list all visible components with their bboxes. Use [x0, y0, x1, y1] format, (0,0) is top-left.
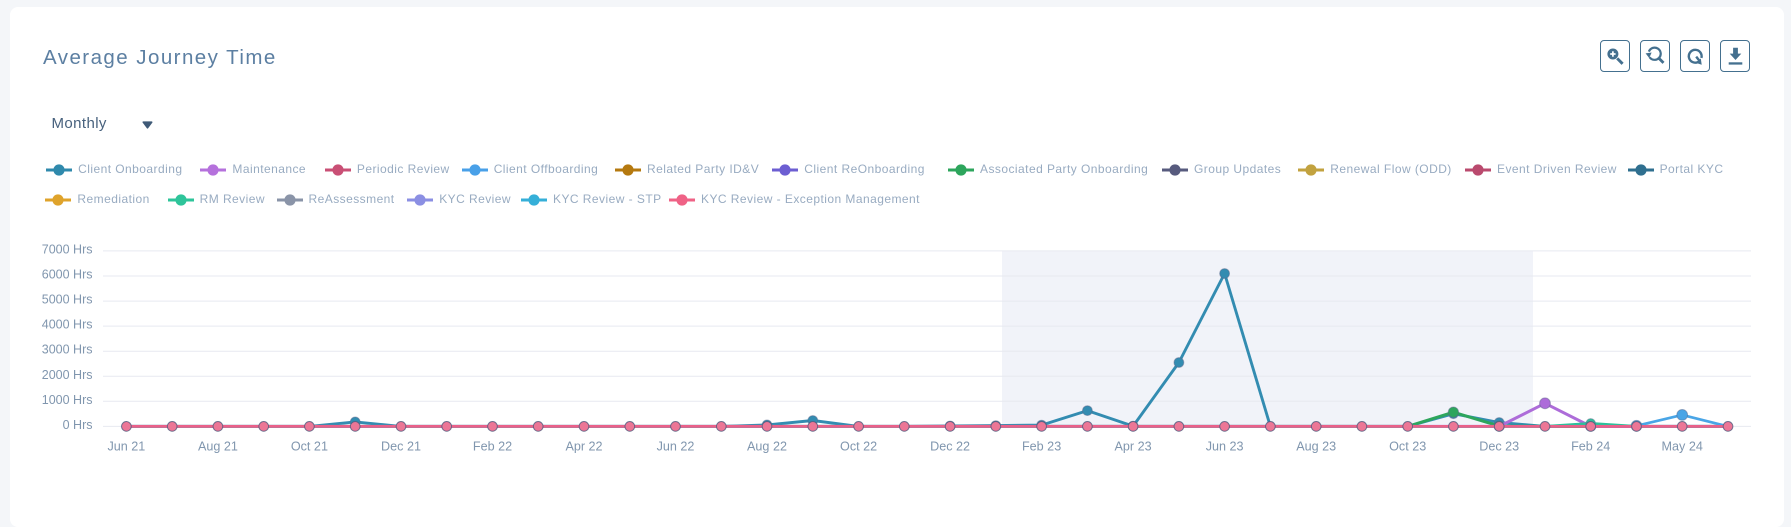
- svg-text:4000 Hrs: 4000 Hrs: [42, 318, 93, 332]
- svg-text:Apr 23: Apr 23: [1115, 440, 1152, 454]
- svg-text:0 Hrs: 0 Hrs: [63, 418, 93, 432]
- svg-text:3000 Hrs: 3000 Hrs: [42, 343, 93, 357]
- svg-text:6000 Hrs: 6000 Hrs: [42, 268, 93, 282]
- svg-text:Apr 22: Apr 22: [565, 440, 602, 454]
- svg-text:Jun 23: Jun 23: [1206, 440, 1244, 454]
- svg-text:1000 Hrs: 1000 Hrs: [42, 393, 93, 407]
- svg-text:Aug 21: Aug 21: [198, 440, 238, 454]
- svg-text:Dec 22: Dec 22: [930, 440, 970, 454]
- svg-text:May 24: May 24: [1662, 440, 1703, 454]
- svg-text:2000 Hrs: 2000 Hrs: [42, 368, 93, 382]
- svg-text:Dec 21: Dec 21: [381, 440, 421, 454]
- svg-text:Oct 22: Oct 22: [840, 440, 877, 454]
- svg-text:Aug 23: Aug 23: [1296, 440, 1336, 454]
- svg-text:7000 Hrs: 7000 Hrs: [42, 242, 93, 256]
- svg-text:Oct 21: Oct 21: [291, 440, 328, 454]
- svg-text:Aug 22: Aug 22: [747, 440, 787, 454]
- svg-text:Jun 21: Jun 21: [107, 440, 145, 454]
- svg-text:Jun 22: Jun 22: [657, 440, 695, 454]
- svg-text:5000 Hrs: 5000 Hrs: [42, 293, 93, 307]
- svg-text:Dec 23: Dec 23: [1479, 440, 1519, 454]
- svg-text:Feb 22: Feb 22: [473, 440, 512, 454]
- svg-text:Feb 24: Feb 24: [1571, 440, 1610, 454]
- svg-text:Feb 23: Feb 23: [1022, 440, 1061, 454]
- svg-text:Oct 23: Oct 23: [1389, 440, 1426, 454]
